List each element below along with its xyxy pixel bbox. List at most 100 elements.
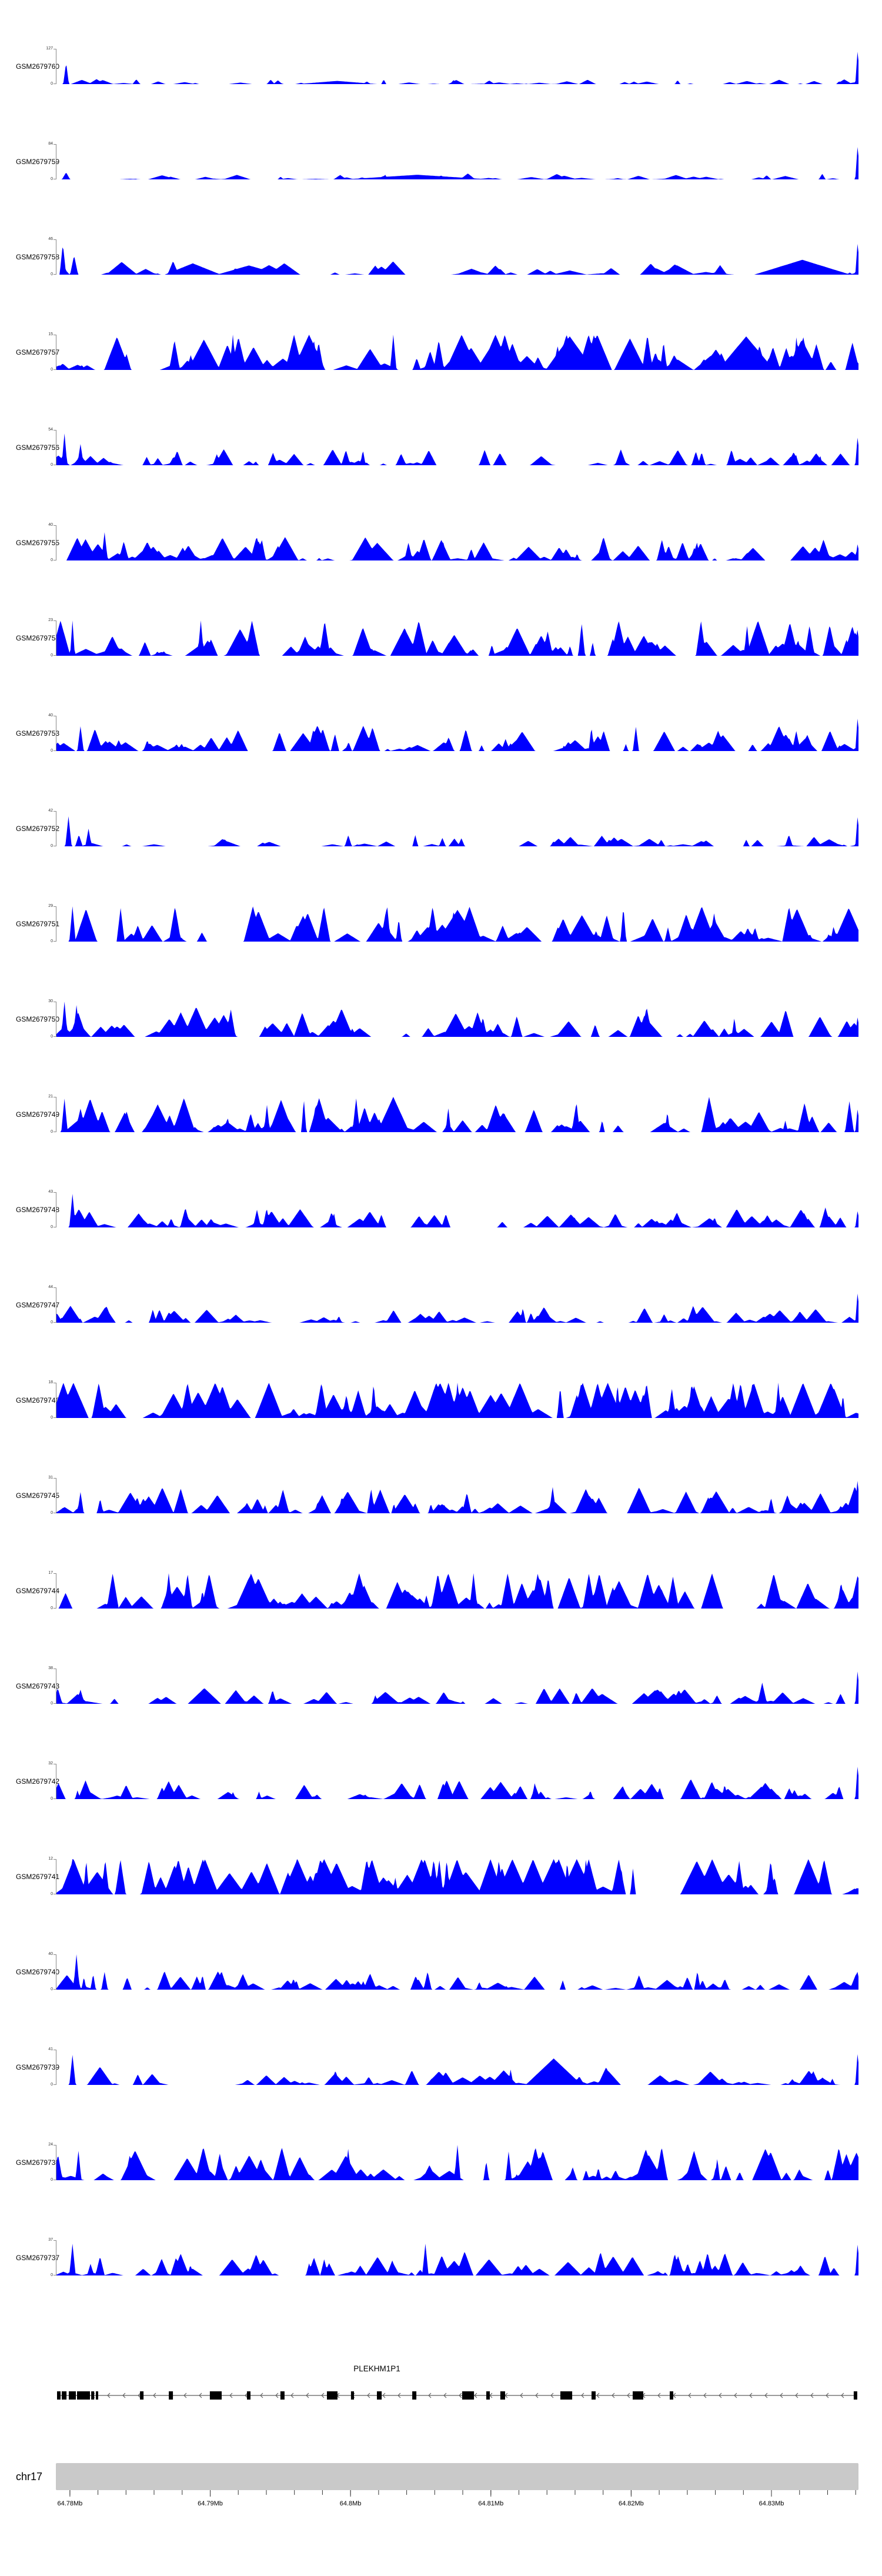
- coverage-area: [56, 1293, 858, 1323]
- strand-left-arrow-icon: [612, 2393, 615, 2398]
- coverage-area: [56, 1383, 858, 1418]
- sample-track: GSM2679749 21 0: [0, 1067, 882, 1162]
- coverage-svg: [56, 1002, 858, 1037]
- exon: [280, 2391, 285, 2400]
- sample-track: GSM2679748 43 0: [0, 1162, 882, 1257]
- y-axis-tick: [54, 1859, 56, 1860]
- y-axis-tick: [54, 1287, 56, 1288]
- exon: [96, 2391, 98, 2400]
- coverage-tracks: GSM2679760 127 0 GSM2679759 84 0 GSM2679…: [0, 19, 882, 2305]
- coverage-plot: 29 0: [48, 904, 858, 943]
- track-label: GSM2679753: [16, 729, 60, 738]
- coverage-plot: 32 0: [48, 1761, 858, 1801]
- track-label: GSM2679742: [16, 1777, 60, 1786]
- exon: [62, 2391, 67, 2400]
- y-axis-zero-label: 0: [51, 1701, 53, 1706]
- y-axis-max-label: 43: [48, 1190, 53, 1194]
- coverage-area: [56, 906, 858, 942]
- y-axis-zero-label: 0: [51, 1130, 53, 1134]
- strand-left-arrow-icon: [260, 2393, 263, 2398]
- strand-left-arrow-icon: [826, 2393, 829, 2398]
- coverage-plot: 41 0: [48, 2047, 858, 2087]
- exon: [209, 2391, 222, 2400]
- strand-left-arrow-icon: [719, 2393, 722, 2398]
- coverage-plot: 18 0: [48, 1380, 858, 1420]
- y-axis-zero-label: 0: [51, 1797, 53, 1801]
- track-label: GSM2679745: [16, 1491, 60, 1500]
- coverage-svg: [56, 1671, 858, 1704]
- coverage-area: [56, 2145, 858, 2180]
- gene-name: PLEKHM1P1: [353, 2364, 400, 2373]
- coverage-area: [56, 1194, 858, 1227]
- sample-track: GSM2679750 30 0: [0, 972, 882, 1067]
- coverage-area: [56, 243, 858, 275]
- coverage-svg: [56, 1573, 858, 1609]
- strand-left-arrow-icon: [535, 2393, 539, 2398]
- coverage-svg: [56, 1293, 858, 1323]
- y-axis-zero-label: 0: [51, 2273, 53, 2277]
- y-axis-zero-label: 0: [51, 2178, 53, 2182]
- gene-model-svg: [57, 2391, 857, 2400]
- y-axis-zero-label: 0: [51, 844, 53, 848]
- exon: [592, 2391, 596, 2400]
- sample-track: GSM2679759 84 0: [0, 114, 882, 209]
- sample-track: GSM2679753 40 0: [0, 686, 882, 781]
- y-axis-max-label: 31: [48, 1476, 53, 1480]
- y-axis-max-label: 42: [48, 809, 53, 813]
- strand-left-arrow-icon: [703, 2393, 707, 2398]
- strand-left-arrow-icon: [795, 2393, 799, 2398]
- y-axis-max-label: 40: [48, 523, 53, 527]
- strand-left-arrow-icon: [306, 2393, 309, 2398]
- coverage-area: [56, 335, 858, 370]
- track-label: GSM2679748: [16, 1206, 60, 1214]
- y-axis-max-label: 37: [48, 2238, 53, 2242]
- coverage-area: [56, 1859, 858, 1894]
- strand-left-arrow-icon: [367, 2393, 370, 2398]
- strand-left-arrow-icon: [428, 2393, 432, 2398]
- sample-track: GSM2679740 40 0: [0, 1924, 882, 2020]
- y-axis-tick: [54, 430, 56, 431]
- track-label: GSM2679760: [16, 62, 60, 71]
- track-label: GSM2679744: [16, 1587, 60, 1595]
- y-axis-tick: [54, 2084, 56, 2085]
- exon: [853, 2391, 857, 2400]
- strand-left-arrow-icon: [688, 2393, 691, 2398]
- coverage-svg: [56, 2054, 858, 2085]
- y-axis-tick: [54, 1989, 56, 1990]
- gene-annotation-section: PLEKHM1P1: [0, 2364, 882, 2413]
- track-label: GSM2679756: [16, 443, 60, 452]
- coverage-svg: [56, 1194, 858, 1227]
- coverage-svg: [56, 147, 858, 179]
- coverage-plot: 12 0: [48, 1857, 858, 1896]
- coverage-area: [56, 433, 858, 465]
- coverage-plot: 84 0: [48, 142, 858, 181]
- y-axis-tick: [54, 1322, 56, 1323]
- y-axis-zero-label: 0: [51, 653, 53, 658]
- strand-left-arrow-icon: [749, 2393, 753, 2398]
- coverage-plot: 30 0: [48, 999, 858, 1039]
- strand-left-arrow-icon: [199, 2393, 202, 2398]
- coverage-svg: [56, 243, 858, 275]
- coverage-svg: [56, 1481, 858, 1513]
- track-label: GSM2679741: [16, 1873, 60, 1881]
- y-axis-zero-label: 0: [51, 1606, 53, 1610]
- strand-left-arrow-icon: [275, 2393, 279, 2398]
- exon: [350, 2391, 354, 2400]
- strand-left-arrow-icon: [459, 2393, 462, 2398]
- chromosome-bar: [56, 2463, 858, 2490]
- y-axis-tick: [54, 1954, 56, 1955]
- track-label: GSM2679750: [16, 1015, 60, 1023]
- strand-left-arrow-icon: [520, 2393, 523, 2398]
- coverage-svg: [56, 816, 858, 846]
- coverage-plot: 44 0: [48, 1285, 858, 1324]
- coverage-area: [56, 1097, 858, 1132]
- strand-left-arrow-icon: [107, 2393, 111, 2398]
- y-axis-tick: [54, 369, 56, 370]
- strand-left-arrow-icon: [596, 2393, 600, 2398]
- y-axis-zero-label: 0: [51, 558, 53, 562]
- strand-left-arrow-icon: [764, 2393, 768, 2398]
- axis-tick-label: 64.83Mb: [759, 2500, 784, 2507]
- track-label: GSM2679739: [16, 2063, 60, 2071]
- y-axis-tick: [54, 1036, 56, 1037]
- coverage-svg: [56, 2244, 858, 2275]
